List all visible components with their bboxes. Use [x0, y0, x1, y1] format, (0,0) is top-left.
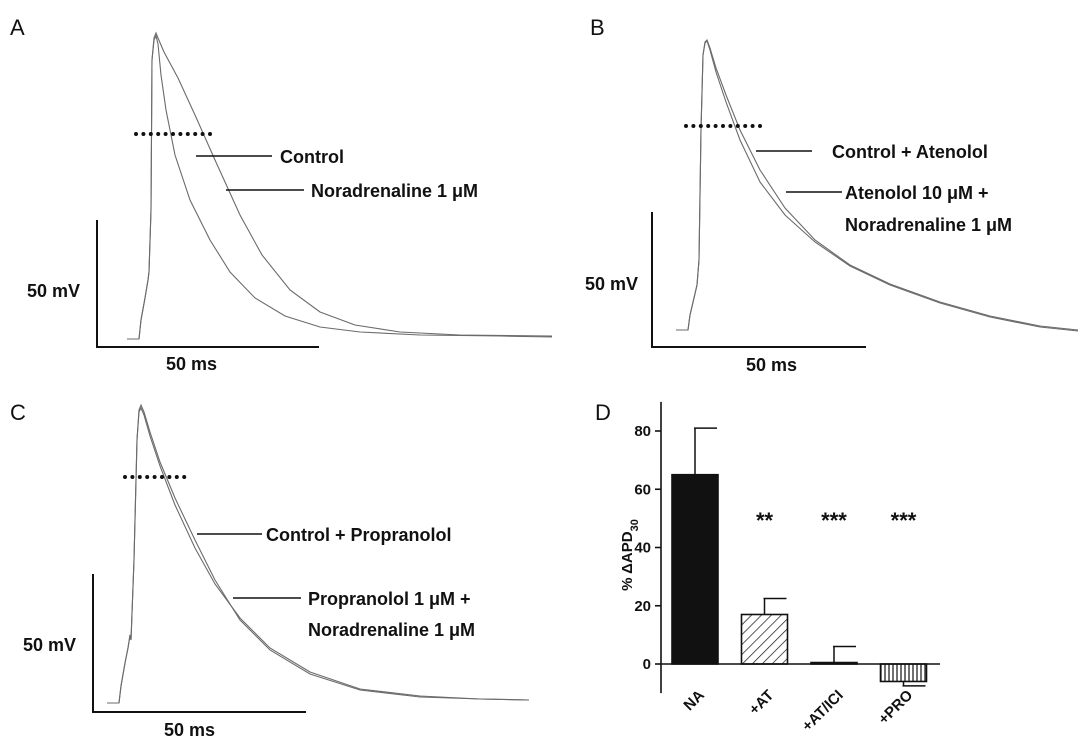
trace-control-c [107, 403, 530, 704]
label-propranolol-c-line2: Noradrenaline 1 μM [308, 620, 475, 640]
scale-voltage-label-a: 50 mV [27, 281, 80, 301]
significance-marker: *** [821, 508, 847, 533]
scale-time-label-a: 50 ms [166, 354, 217, 374]
y-tick-label: 20 [634, 598, 651, 615]
label-noradrenaline-a: Noradrenaline 1 μM [311, 181, 478, 201]
panel-d: D 0 20 40 60 80 NA ** +AT *** +AT/ICI *** +PRO % ΔA… [595, 400, 940, 735]
label-atenolol-b-line2: Noradrenaline 1 μM [845, 215, 1012, 235]
panel-letter-a: A [10, 15, 25, 40]
x-category-label: +PRO [875, 687, 916, 728]
bar-na [671, 473, 719, 665]
scale-time-label-c: 50 ms [164, 720, 215, 740]
trace-propranolol-c [107, 406, 530, 704]
significance-marker: *** [891, 508, 917, 533]
label-control-atenolol-b: Control + Atenolol [832, 142, 988, 162]
bar-atici [810, 661, 858, 665]
panel-letter-b: B [590, 15, 605, 40]
label-propranolol-c-line1: Propranolol 1 μM + [308, 589, 471, 609]
scale-bar-b [651, 212, 866, 348]
x-category-label: NA [680, 687, 707, 714]
y-axis-label-d: % ΔAPD30 [619, 519, 641, 591]
scale-voltage-label-b: 50 mV [585, 274, 638, 294]
bar-at [740, 613, 789, 665]
y-axis-label-subscript: 30 [629, 519, 641, 531]
y-axis-label-text: % ΔAPD [619, 531, 636, 591]
panel-b: B Control + Atenolol Atenolol 10 μM + No… [585, 15, 1078, 375]
panel-letter-d: D [595, 400, 611, 425]
label-control-a: Control [280, 147, 344, 167]
y-tick-label: 60 [634, 481, 651, 498]
scale-time-label-b: 50 ms [746, 355, 797, 375]
panel-letter-c: C [10, 400, 26, 425]
panel-c: C Control + Propranolol Propranolol 1 μM… [10, 400, 530, 740]
bar-pro [879, 663, 928, 683]
significance-marker: ** [756, 508, 774, 533]
label-control-propranolol-c: Control + Propranolol [266, 525, 452, 545]
bar-chart-d: 0 20 40 60 80 NA ** +AT *** +AT/ICI *** +PRO [634, 401, 940, 735]
panel-a: A Control Noradrenaline 1 μM 50 mV 50 ms [10, 15, 553, 374]
y-tick-label: 40 [634, 540, 651, 557]
label-atenolol-b-line1: Atenolol 10 μM + [845, 183, 989, 203]
scale-bar-a [96, 220, 319, 348]
trace-noradrenaline-a [127, 31, 553, 340]
trace-atenolol-b [676, 39, 1078, 332]
scale-bar-c [92, 574, 306, 713]
y-tick-label: 0 [643, 656, 651, 673]
y-tick-label: 80 [634, 423, 651, 440]
x-category-label: +AT/ICI [799, 687, 847, 735]
x-category-label: +AT [746, 687, 778, 719]
scale-voltage-label-c: 50 mV [23, 635, 76, 655]
